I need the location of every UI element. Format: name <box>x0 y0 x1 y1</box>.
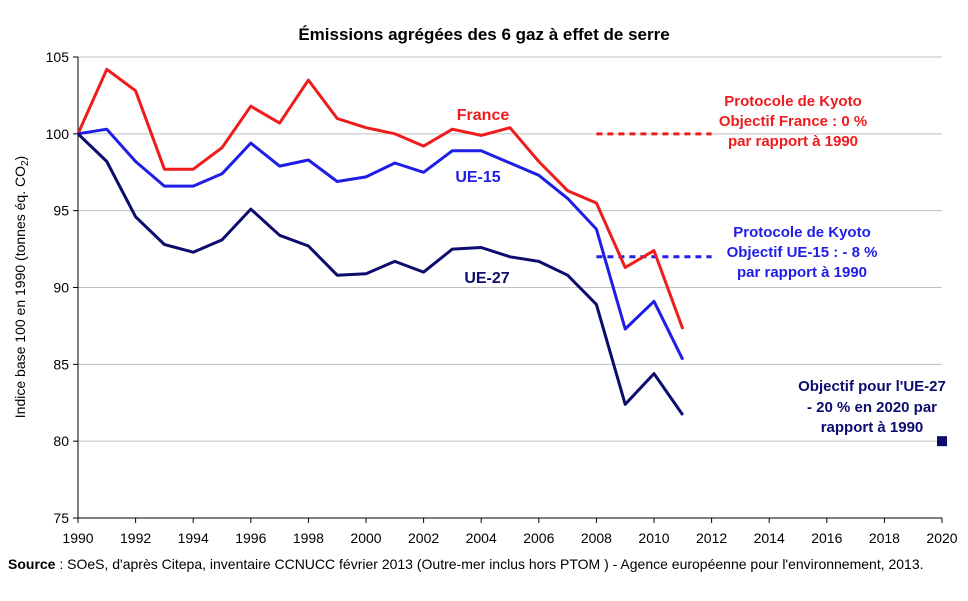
y-tick-label-100: 100 <box>46 126 70 142</box>
x-tick-labels: 1990 1992 1994 1996 1998 2000 2002 2004 2006 2008… <box>62 530 957 546</box>
series-label-ue27: UE-27 <box>464 270 509 287</box>
y-tick-label-105: 105 <box>46 49 70 65</box>
x-tick-label-2008: 2008 <box>581 530 612 546</box>
chart-title: Émissions agrégées des 6 gaz à effet de … <box>298 25 669 44</box>
x-tick-label-1990: 1990 <box>62 530 93 546</box>
annotation-kyoto-ue15-line-3: par rapport à 1990 <box>737 264 867 281</box>
annotation-kyoto-france-line-1: Protocole de Kyoto <box>724 93 862 110</box>
x-tick-label-2016: 2016 <box>811 530 842 546</box>
series-lines <box>76 67 685 416</box>
annotation-ue27-target: Objectif pour l'UE-27 - 20 % en 2020 par… <box>798 378 946 436</box>
x-tick-label-1992: 1992 <box>120 530 151 546</box>
series-label-france: France <box>457 107 510 124</box>
y-tick-labels: 75 80 85 90 95 100 105 <box>46 49 70 526</box>
annotation-ue27-target-line-3: rapport à 1990 <box>821 419 924 436</box>
annotation-kyoto-ue15-line-1: Protocole de Kyoto <box>733 224 871 241</box>
x-tick-label-2000: 2000 <box>350 530 381 546</box>
y-axis-label: Indice base 100 en 1990 (tonnes éq. CO2) <box>12 156 31 418</box>
annotation-kyoto-ue15-line-2: Objectif UE-15 : - 8 % <box>727 244 878 261</box>
x-tick-label-1996: 1996 <box>235 530 266 546</box>
y-tick-label-80: 80 <box>53 433 69 449</box>
y-tick-label-75: 75 <box>53 510 69 526</box>
source-note: Source : SOeS, d'après Citepa, inventair… <box>8 555 948 573</box>
target-marker-ue27-2020 <box>937 436 947 447</box>
x-tick-label-2012: 2012 <box>696 530 727 546</box>
y-tick-label-90: 90 <box>53 280 69 296</box>
y-tick-label-85: 85 <box>53 356 69 372</box>
annotation-kyoto-france: Protocole de Kyoto Objectif France : 0 %… <box>719 93 867 150</box>
x-tick-label-2010: 2010 <box>638 530 669 546</box>
target-markers <box>596 132 947 447</box>
series-line-ue27 <box>76 132 685 416</box>
series-line-ue15 <box>77 127 685 361</box>
source-label: Source <box>8 556 56 572</box>
series-label-ue15: UE-15 <box>455 169 500 186</box>
annotation-kyoto-france-line-3: par rapport à 1990 <box>728 133 858 150</box>
annotation-ue27-target-line-2: - 20 % en 2020 par <box>807 399 937 416</box>
chart: Émissions agrégées des 6 gaz à effet de … <box>12 25 958 546</box>
x-tick-label-2006: 2006 <box>523 530 554 546</box>
x-tick-label-1998: 1998 <box>293 530 324 546</box>
annotation-kyoto-france-line-2: Objectif France : 0 % <box>719 113 867 130</box>
y-tick-label-95: 95 <box>53 203 69 219</box>
x-tick-label-1994: 1994 <box>178 530 209 546</box>
x-tick-label-2020: 2020 <box>926 530 957 546</box>
series-line-france <box>76 67 685 330</box>
x-tick-label-2014: 2014 <box>754 530 785 546</box>
source-text: : SOeS, d'après Citepa, inventaire CCNUC… <box>55 556 924 572</box>
x-tick-label-2002: 2002 <box>408 530 439 546</box>
x-tick-label-2018: 2018 <box>869 530 900 546</box>
annotation-kyoto-ue15: Protocole de Kyoto Objectif UE-15 : - 8 … <box>727 224 878 281</box>
x-tick-label-2004: 2004 <box>466 530 497 546</box>
annotation-ue27-target-line-1: Objectif pour l'UE-27 <box>798 378 946 395</box>
gridlines <box>78 56 942 442</box>
